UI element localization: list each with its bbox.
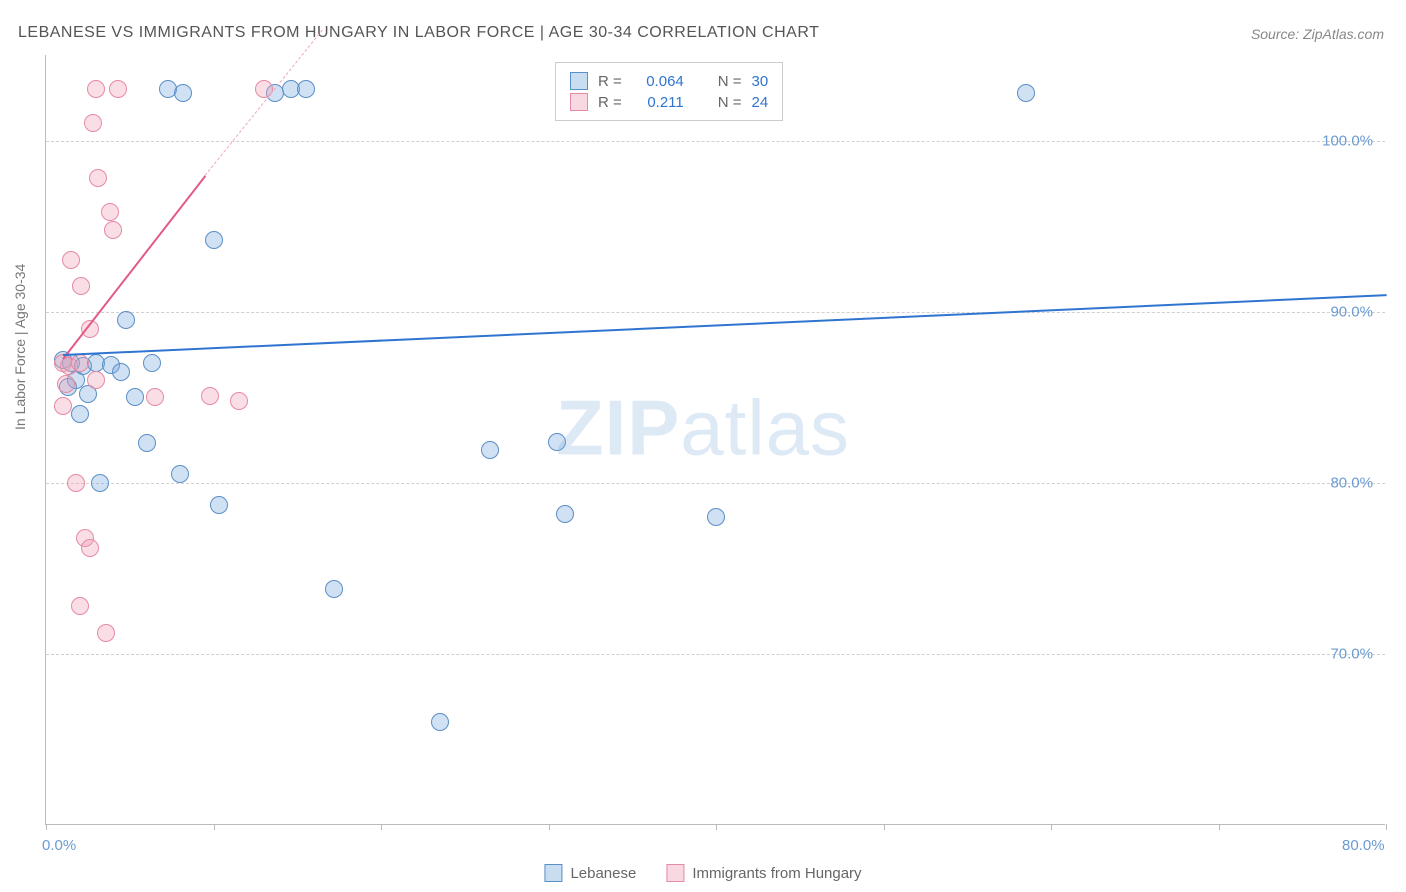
- data-point: [81, 539, 99, 557]
- n-label: N =: [718, 73, 742, 90]
- data-point: [210, 496, 228, 514]
- swatch-pink-icon: [666, 864, 684, 882]
- gridline: [46, 141, 1385, 142]
- data-point: [89, 169, 107, 187]
- plot-area: 70.0%80.0%90.0%100.0%0.0%80.0%: [45, 55, 1385, 825]
- bottom-legend: Lebanese Immigrants from Hungary: [544, 864, 861, 882]
- y-tick-label: 80.0%: [1330, 474, 1373, 491]
- data-point: [62, 251, 80, 269]
- data-point: [143, 354, 161, 372]
- x-tick: [549, 824, 550, 830]
- y-axis-label: In Labor Force | Age 30-34: [12, 264, 28, 430]
- x-tick: [1219, 824, 1220, 830]
- data-point: [109, 80, 127, 98]
- data-point: [1017, 84, 1035, 102]
- data-point: [201, 387, 219, 405]
- data-point: [87, 80, 105, 98]
- legend-item-hungary: Immigrants from Hungary: [666, 864, 861, 882]
- legend-item-lebanese: Lebanese: [544, 864, 636, 882]
- data-point: [146, 388, 164, 406]
- data-point: [71, 405, 89, 423]
- data-point: [230, 392, 248, 410]
- data-point: [707, 508, 725, 526]
- data-point: [71, 354, 89, 372]
- data-point: [481, 441, 499, 459]
- y-tick-label: 90.0%: [1330, 303, 1373, 320]
- r-value: 0.064: [632, 73, 684, 90]
- data-point: [325, 580, 343, 598]
- stats-row: R = 0.064 N = 30: [570, 72, 768, 90]
- data-point: [431, 713, 449, 731]
- x-tick: [46, 824, 47, 830]
- data-point: [138, 434, 156, 452]
- gridline: [46, 654, 1385, 655]
- stats-legend: R = 0.064 N = 30 R = 0.211 N = 24: [555, 62, 783, 121]
- data-point: [297, 80, 315, 98]
- data-point: [71, 597, 89, 615]
- data-point: [101, 203, 119, 221]
- n-label: N =: [718, 94, 742, 111]
- data-point: [72, 277, 90, 295]
- n-value: 24: [752, 94, 769, 111]
- r-label: R =: [598, 73, 622, 90]
- data-point: [84, 114, 102, 132]
- source-attribution: Source: ZipAtlas.com: [1251, 26, 1384, 42]
- gridline: [46, 312, 1385, 313]
- data-point: [67, 474, 85, 492]
- x-tick: [1051, 824, 1052, 830]
- x-tick: [1386, 824, 1387, 830]
- x-tick: [381, 824, 382, 830]
- data-point: [57, 375, 75, 393]
- data-point: [91, 474, 109, 492]
- trend-line: [63, 295, 1386, 357]
- gridline: [46, 483, 1385, 484]
- trend-line-dashed: [205, 30, 323, 176]
- data-point: [556, 505, 574, 523]
- data-point: [54, 397, 72, 415]
- y-tick-label: 100.0%: [1322, 132, 1373, 149]
- x-axis-label: 0.0%: [42, 837, 76, 854]
- x-axis-label: 80.0%: [1342, 837, 1385, 854]
- data-point: [548, 433, 566, 451]
- trend-line: [62, 175, 206, 359]
- swatch-blue-icon: [544, 864, 562, 882]
- y-tick-label: 70.0%: [1330, 645, 1373, 662]
- data-point: [104, 221, 122, 239]
- data-point: [171, 465, 189, 483]
- data-point: [97, 624, 115, 642]
- data-point: [112, 363, 130, 381]
- stats-row: R = 0.211 N = 24: [570, 93, 768, 111]
- data-point: [174, 84, 192, 102]
- x-tick: [214, 824, 215, 830]
- data-point: [87, 371, 105, 389]
- n-value: 30: [752, 73, 769, 90]
- chart-title: LEBANESE VS IMMIGRANTS FROM HUNGARY IN L…: [18, 24, 819, 42]
- swatch-icon: [570, 72, 588, 90]
- r-label: R =: [598, 94, 622, 111]
- swatch-icon: [570, 93, 588, 111]
- legend-label: Lebanese: [570, 865, 636, 882]
- x-tick: [716, 824, 717, 830]
- legend-label: Immigrants from Hungary: [692, 865, 861, 882]
- r-value: 0.211: [632, 94, 684, 111]
- data-point: [117, 311, 135, 329]
- x-tick: [884, 824, 885, 830]
- data-point: [205, 231, 223, 249]
- data-point: [126, 388, 144, 406]
